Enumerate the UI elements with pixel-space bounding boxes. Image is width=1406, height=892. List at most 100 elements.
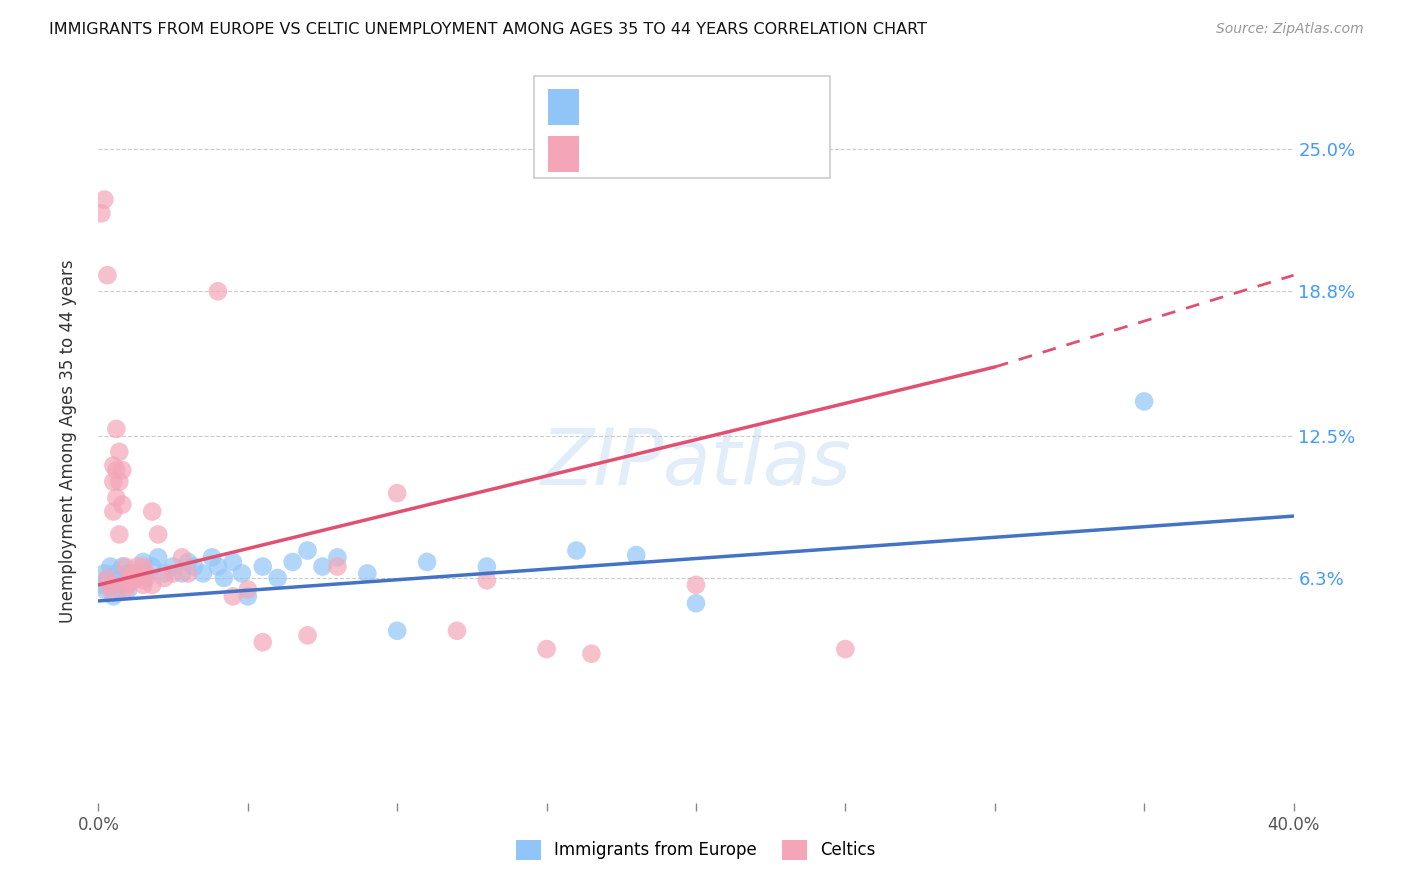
Point xyxy=(132,559,155,574)
Point xyxy=(201,550,224,565)
Point xyxy=(207,285,229,299)
Point xyxy=(565,543,588,558)
Text: IMMIGRANTS FROM EUROPE VS CELTIC UNEMPLOYMENT AMONG AGES 35 TO 44 YEARS CORRELAT: IMMIGRANTS FROM EUROPE VS CELTIC UNEMPLO… xyxy=(49,22,927,37)
Point xyxy=(98,578,122,592)
Point xyxy=(135,571,157,585)
Point xyxy=(120,574,142,588)
Point xyxy=(114,578,136,592)
Point xyxy=(385,486,409,500)
Point xyxy=(207,559,229,574)
Text: Source: ZipAtlas.com: Source: ZipAtlas.com xyxy=(1216,22,1364,37)
Point xyxy=(105,566,128,581)
Point xyxy=(103,590,125,604)
Point xyxy=(108,527,131,541)
Point xyxy=(252,559,274,574)
Point xyxy=(446,624,468,638)
Point xyxy=(108,475,131,489)
Point xyxy=(172,550,194,565)
Point xyxy=(222,555,245,569)
Point xyxy=(326,550,349,565)
Point xyxy=(162,559,184,574)
Text: N =: N = xyxy=(710,96,749,114)
Point xyxy=(153,571,176,585)
Point xyxy=(98,582,122,597)
Point xyxy=(111,559,134,574)
Point xyxy=(98,559,122,574)
Point xyxy=(172,566,194,581)
Point xyxy=(132,574,155,588)
Point xyxy=(105,422,128,436)
Point xyxy=(536,642,558,657)
Point xyxy=(281,555,304,569)
Point xyxy=(356,566,378,581)
Point xyxy=(141,559,163,574)
Point xyxy=(108,445,131,459)
Point xyxy=(141,578,163,592)
Point xyxy=(311,559,333,574)
Point xyxy=(183,559,205,574)
Point xyxy=(148,527,170,541)
Point xyxy=(626,548,648,562)
Point xyxy=(117,578,139,592)
Point xyxy=(127,559,149,574)
Point xyxy=(127,566,149,581)
Point xyxy=(114,582,136,597)
Point xyxy=(127,571,149,585)
Point xyxy=(117,582,139,597)
Point xyxy=(103,504,125,518)
Point xyxy=(475,574,498,588)
Point xyxy=(108,574,131,588)
Point xyxy=(177,555,200,569)
Point xyxy=(1133,394,1156,409)
Point xyxy=(117,574,139,588)
Point xyxy=(475,559,498,574)
Text: R =: R = xyxy=(591,144,630,161)
Point xyxy=(141,504,163,518)
Point xyxy=(108,582,131,597)
Text: N =: N = xyxy=(710,144,749,161)
Point xyxy=(153,566,176,581)
Point xyxy=(103,475,125,489)
Point xyxy=(236,590,259,604)
Point xyxy=(326,559,349,574)
Point xyxy=(93,582,115,597)
Legend: Immigrants from Europe, Celtics: Immigrants from Europe, Celtics xyxy=(509,833,883,867)
Point xyxy=(111,463,134,477)
Text: ZIPatlas: ZIPatlas xyxy=(540,425,852,501)
Point xyxy=(834,642,856,657)
Point xyxy=(581,647,603,661)
Point xyxy=(96,268,118,283)
Point xyxy=(148,550,170,565)
Point xyxy=(416,555,439,569)
Point xyxy=(297,543,319,558)
Point xyxy=(105,463,128,477)
Point xyxy=(162,566,184,581)
Point xyxy=(252,635,274,649)
Point xyxy=(103,578,125,592)
Text: 0.403: 0.403 xyxy=(637,96,693,114)
Y-axis label: Unemployment Among Ages 35 to 44 years: Unemployment Among Ages 35 to 44 years xyxy=(59,260,77,624)
Text: 0.182: 0.182 xyxy=(637,144,695,161)
Point xyxy=(685,596,707,610)
Point xyxy=(124,566,146,581)
Text: R =: R = xyxy=(591,96,630,114)
Point xyxy=(132,555,155,569)
Point xyxy=(191,566,214,581)
Point xyxy=(231,566,253,581)
Point xyxy=(93,193,115,207)
Point xyxy=(297,628,319,642)
Point xyxy=(385,624,409,638)
Point xyxy=(132,578,155,592)
Point xyxy=(135,566,157,581)
Point xyxy=(117,566,139,581)
Point xyxy=(120,566,142,581)
Point xyxy=(103,458,125,473)
Point xyxy=(96,571,118,585)
Text: 51: 51 xyxy=(752,144,778,161)
Point xyxy=(124,571,146,585)
Point xyxy=(236,582,259,597)
Text: 46: 46 xyxy=(752,96,778,114)
Point xyxy=(111,498,134,512)
Point xyxy=(105,491,128,505)
Point xyxy=(93,566,115,581)
